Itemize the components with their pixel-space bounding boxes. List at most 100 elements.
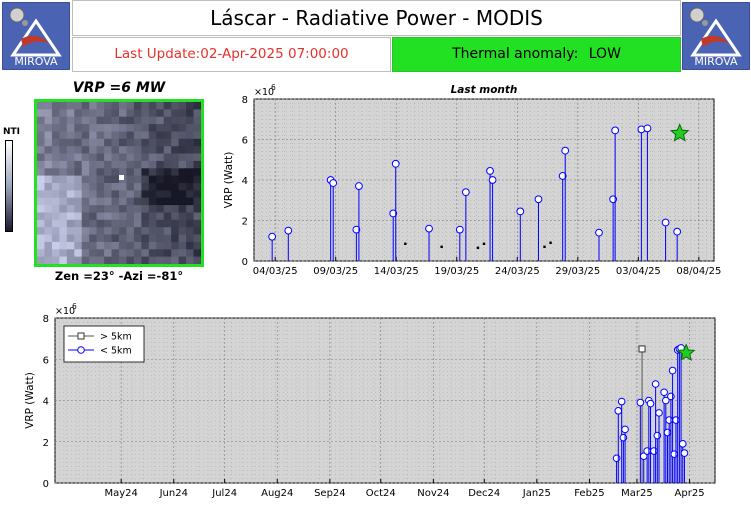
nti-pixel xyxy=(133,102,142,110)
nti-pixel xyxy=(163,190,172,199)
x-tick-label: 08/04/25 xyxy=(676,266,721,277)
data-point xyxy=(646,399,655,408)
page-title: Láscar - Radiative Power - MODIS xyxy=(72,0,681,36)
nti-pixel xyxy=(104,175,113,184)
nti-pixel xyxy=(163,241,172,250)
nti-pixel xyxy=(119,153,128,162)
nti-pixel xyxy=(44,234,53,243)
nti-pixel xyxy=(141,241,150,250)
nti-pixel xyxy=(163,183,172,191)
nti-pixel xyxy=(96,256,105,264)
nti-pixel xyxy=(186,234,195,243)
nti-pixel xyxy=(37,219,46,228)
nti-pixel xyxy=(59,234,68,243)
nti-pixel xyxy=(104,160,113,169)
nti-pixel xyxy=(171,109,180,118)
nti-pixel xyxy=(66,197,75,206)
nti-pixel xyxy=(66,241,75,250)
nti-pixel xyxy=(148,102,157,110)
nti-pixel xyxy=(37,131,46,140)
nti-pixel xyxy=(156,160,165,169)
nti-pixel xyxy=(119,190,128,199)
nti-pixel xyxy=(66,138,75,147)
nti-pixel xyxy=(51,146,60,155)
nti-pixel xyxy=(141,102,150,110)
nti-pixel xyxy=(44,102,53,110)
nti-pixel xyxy=(126,227,135,236)
nti-pixel xyxy=(111,138,120,147)
nti-pixel xyxy=(44,131,53,140)
vrp-image-title: VRP =6 MW xyxy=(72,80,166,96)
data-point xyxy=(612,454,621,463)
nti-pixel xyxy=(89,109,98,118)
nti-pixel xyxy=(163,234,172,243)
nti-pixel xyxy=(186,109,195,118)
nti-pixel xyxy=(178,124,187,133)
nti-pixel xyxy=(119,160,128,169)
nti-pixel xyxy=(171,175,180,184)
nti-pixel xyxy=(111,219,120,228)
nti-pixel xyxy=(81,190,90,199)
nti-pixel xyxy=(96,241,105,250)
nti-pixel xyxy=(74,109,83,118)
nti-pixel xyxy=(44,205,53,214)
logo-text: MIROVA xyxy=(14,55,58,68)
nti-pixel xyxy=(141,109,150,118)
data-point xyxy=(534,195,543,204)
data-point xyxy=(663,428,672,437)
nti-pixel xyxy=(59,219,68,228)
nti-pixel xyxy=(104,146,113,155)
nti-pixel xyxy=(81,183,90,191)
x-tick-label: 19/03/25 xyxy=(434,266,479,277)
nti-pixel xyxy=(163,109,172,118)
data-point xyxy=(389,209,398,218)
nti-pixel xyxy=(74,116,83,125)
data-point xyxy=(665,416,673,424)
nti-pixel xyxy=(111,153,120,162)
nti-pixel xyxy=(44,168,53,177)
x-tick-label: 14/03/25 xyxy=(374,266,419,277)
nti-pixel xyxy=(104,197,113,206)
nti-pixel xyxy=(156,168,165,177)
nti-pixel xyxy=(171,197,180,206)
nti-pixel xyxy=(81,205,90,214)
x-tick-label: Jun24 xyxy=(159,488,188,499)
nti-pixel xyxy=(163,160,172,169)
nti-pixel xyxy=(111,168,120,177)
nti-pixel xyxy=(59,183,68,191)
nti-pixel xyxy=(44,138,53,147)
nti-pixel xyxy=(74,131,83,140)
nti-pixel xyxy=(171,153,180,162)
nti-pixel xyxy=(156,124,165,133)
y-tick-label: 8 xyxy=(242,95,248,106)
nti-pixel xyxy=(44,116,53,125)
nti-pixel xyxy=(133,175,142,184)
nti-pixel xyxy=(193,212,201,221)
nti-pixel xyxy=(119,183,128,191)
nti-pixel xyxy=(59,102,68,110)
nti-pixel xyxy=(193,138,201,147)
latest-value-star xyxy=(676,343,696,361)
nti-pixel xyxy=(156,227,165,236)
nti-pixel xyxy=(156,153,165,162)
nti-pixel xyxy=(37,102,46,110)
nti-pixel xyxy=(186,212,195,221)
data-point xyxy=(488,176,497,184)
nti-pixel xyxy=(186,153,195,162)
nti-pixel xyxy=(66,183,75,191)
nti-pixel xyxy=(44,124,53,133)
legend-label: > 5km xyxy=(100,332,132,343)
nti-pixel xyxy=(37,241,46,250)
nti-pixel xyxy=(163,249,172,258)
nti-pixel xyxy=(178,109,187,118)
nti-pixel xyxy=(81,131,90,140)
nti-pixel xyxy=(141,197,150,206)
data-point-square xyxy=(543,245,546,249)
nti-pixel xyxy=(44,219,53,228)
nti-pixel xyxy=(44,183,53,191)
nti-pixel xyxy=(133,256,142,264)
nti-pixel xyxy=(186,190,195,199)
nti-pixel xyxy=(51,197,60,206)
y-tick-label: 0 xyxy=(43,479,49,490)
nti-pixel xyxy=(111,183,120,191)
